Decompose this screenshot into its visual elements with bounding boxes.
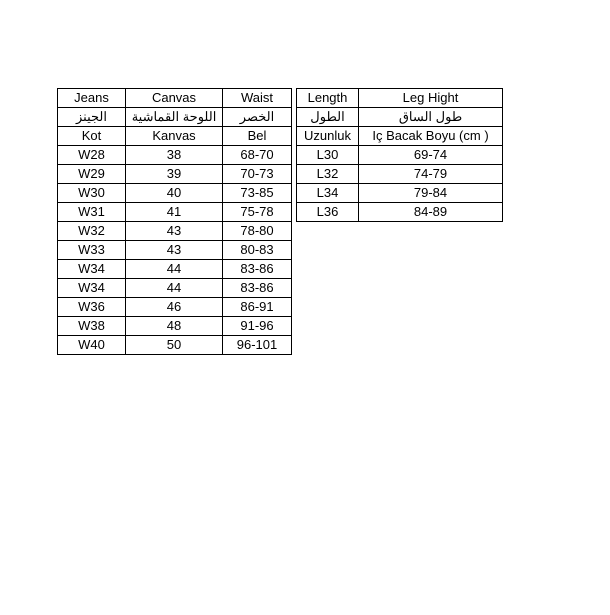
cell-leg-range: 84-89 (358, 202, 503, 222)
header-row-english: Length Leg Hight (296, 88, 503, 108)
cell-jeans-size: W34 (57, 259, 126, 279)
header-waist-turkish: Bel (222, 126, 292, 146)
header-canvas: Canvas (125, 88, 223, 108)
cell-jeans-size: W36 (57, 297, 126, 317)
table-row: W30 40 73-85 (57, 183, 292, 203)
cell-waist-range: 73-85 (222, 183, 292, 203)
cell-canvas-size: 40 (125, 183, 223, 203)
jeans-waist-size-table: Jeans Canvas Waist الجينز اللوحة القماشي… (57, 88, 292, 355)
cell-jeans-size: W38 (57, 316, 126, 336)
cell-canvas-size: 38 (125, 145, 223, 165)
table-row: L30 69-74 (296, 145, 503, 165)
cell-leg-range: 74-79 (358, 164, 503, 184)
cell-waist-range: 68-70 (222, 145, 292, 165)
header-waist-arabic: الخصر (222, 107, 292, 127)
cell-waist-range: 70-73 (222, 164, 292, 184)
table-row: W31 41 75-78 (57, 202, 292, 222)
header-jeans: Jeans (57, 88, 126, 108)
cell-jeans-size: W40 (57, 335, 126, 355)
header-length: Length (296, 88, 359, 108)
header-canvas-turkish: Kanvas (125, 126, 223, 146)
table-row: W28 38 68-70 (57, 145, 292, 165)
header-row-turkish: Uzunluk Iç Bacak Boyu (cm ) (296, 126, 503, 146)
cell-canvas-size: 43 (125, 240, 223, 260)
cell-jeans-size: W34 (57, 278, 126, 298)
cell-jeans-size: W32 (57, 221, 126, 241)
header-row-turkish: Kot Kanvas Bel (57, 126, 292, 146)
table-row: W34 44 83-86 (57, 278, 292, 298)
cell-waist-range: 86-91 (222, 297, 292, 317)
header-jeans-turkish: Kot (57, 126, 126, 146)
cell-jeans-size: W28 (57, 145, 126, 165)
table-row: W29 39 70-73 (57, 164, 292, 184)
cell-waist-range: 75-78 (222, 202, 292, 222)
header-canvas-arabic: اللوحة القماشية (125, 107, 223, 127)
cell-waist-range: 83-86 (222, 259, 292, 279)
cell-leg-range: 69-74 (358, 145, 503, 165)
cell-canvas-size: 39 (125, 164, 223, 184)
cell-leg-range: 79-84 (358, 183, 503, 203)
header-waist: Waist (222, 88, 292, 108)
cell-canvas-size: 48 (125, 316, 223, 336)
cell-length-size: L34 (296, 183, 359, 203)
cell-waist-range: 78-80 (222, 221, 292, 241)
header-row-arabic: الجينز اللوحة القماشية الخصر (57, 107, 292, 127)
header-row-english: Jeans Canvas Waist (57, 88, 292, 108)
cell-waist-range: 80-83 (222, 240, 292, 260)
cell-length-size: L32 (296, 164, 359, 184)
header-leg-hight-turkish: Iç Bacak Boyu (cm ) (358, 126, 503, 146)
header-length-arabic: الطول (296, 107, 359, 127)
cell-canvas-size: 41 (125, 202, 223, 222)
cell-canvas-size: 50 (125, 335, 223, 355)
table-row: W36 46 86-91 (57, 297, 292, 317)
cell-length-size: L30 (296, 145, 359, 165)
cell-jeans-size: W31 (57, 202, 126, 222)
header-length-turkish: Uzunluk (296, 126, 359, 146)
header-leg-hight-arabic: طول الساق (358, 107, 503, 127)
table-row: W34 44 83-86 (57, 259, 292, 279)
cell-waist-range: 96-101 (222, 335, 292, 355)
header-leg-hight: Leg Hight (358, 88, 503, 108)
table-row: L34 79-84 (296, 183, 503, 203)
cell-canvas-size: 43 (125, 221, 223, 241)
cell-jeans-size: W33 (57, 240, 126, 260)
cell-canvas-size: 44 (125, 278, 223, 298)
length-leg-size-table: Length Leg Hight الطول طول الساق Uzunluk… (296, 88, 503, 222)
table-row: W33 43 80-83 (57, 240, 292, 260)
cell-jeans-size: W30 (57, 183, 126, 203)
table-row: L36 84-89 (296, 202, 503, 222)
cell-jeans-size: W29 (57, 164, 126, 184)
table-row: W38 48 91-96 (57, 316, 292, 336)
cell-waist-range: 91-96 (222, 316, 292, 336)
table-row: W40 50 96-101 (57, 335, 292, 355)
table-row: W32 43 78-80 (57, 221, 292, 241)
table-row: L32 74-79 (296, 164, 503, 184)
cell-canvas-size: 46 (125, 297, 223, 317)
cell-canvas-size: 44 (125, 259, 223, 279)
cell-length-size: L36 (296, 202, 359, 222)
cell-waist-range: 83-86 (222, 278, 292, 298)
header-row-arabic: الطول طول الساق (296, 107, 503, 127)
header-jeans-arabic: الجينز (57, 107, 126, 127)
